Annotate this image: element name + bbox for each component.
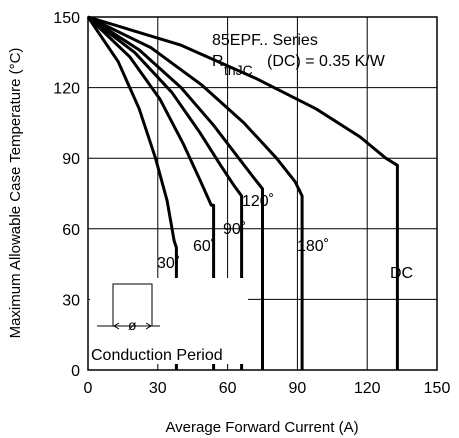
x-axis-title: Average Forward Current (A): [165, 419, 358, 436]
x-tick-label: 120: [354, 380, 381, 397]
series-line-3: [87, 15, 264, 370]
x-tick-label: 60: [219, 380, 237, 397]
curve-label-60: 60˚: [193, 238, 216, 255]
y-tick-label: 90: [62, 151, 80, 168]
tick-labels: 0 30 60 90 120 150 0 30 60 90 120 150: [53, 10, 450, 397]
rth-value: (DC) = 0.35 K/W: [267, 53, 386, 70]
y-tick-label: 60: [62, 222, 80, 239]
conduction-period-label: Conduction Period: [91, 347, 223, 364]
curve-label-30: 30˚: [157, 255, 180, 272]
curve-label-dc: DC: [390, 265, 413, 282]
series-line-5: [87, 15, 399, 370]
curves: [86, 15, 399, 370]
phi-symbol: ø: [128, 317, 137, 333]
y-tick-label: 30: [62, 292, 80, 309]
x-tick-label: 90: [289, 380, 307, 397]
period-arrow-left: [113, 322, 120, 330]
series-line-2: [87, 15, 244, 370]
x-tick-label: 150: [424, 380, 451, 397]
series-line-4: [87, 15, 304, 370]
y-axis-title: Maximum Allowable Case Temperature (°C): [7, 48, 24, 339]
y-tick-label: 120: [53, 81, 80, 98]
period-arrow-right: [145, 322, 152, 330]
curve-label-90: 90˚: [223, 221, 246, 238]
x-tick-label: 0: [84, 380, 93, 397]
series-line-0: [86, 16, 178, 370]
rth-symbol: R: [212, 53, 224, 70]
series-title: 85EPF.. Series: [212, 32, 318, 49]
series-line-1: [86, 15, 216, 370]
curve-label-180: 180˚: [297, 238, 329, 255]
y-tick-label: 0: [71, 363, 80, 380]
y-tick-label: 150: [53, 10, 80, 27]
rth-subscript: thJC: [224, 62, 253, 78]
curve-label-120: 120˚: [242, 193, 274, 210]
x-tick-label: 30: [149, 380, 167, 397]
conduction-period-inset: ø Conduction Period: [90, 278, 248, 364]
inset-background: [90, 278, 248, 364]
